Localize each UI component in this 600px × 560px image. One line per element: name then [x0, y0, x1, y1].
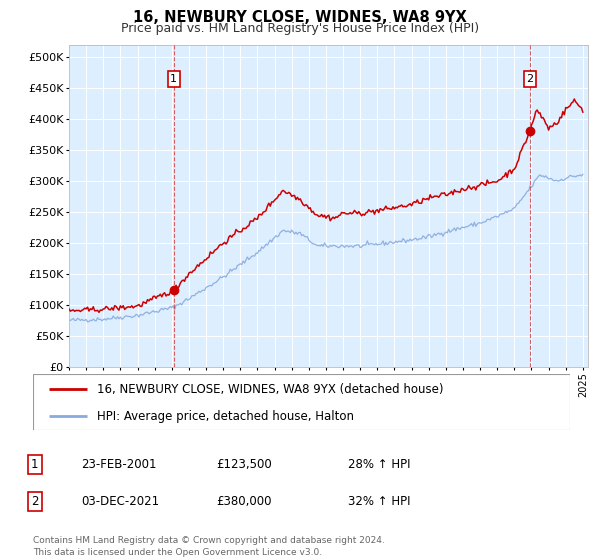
Text: 2: 2 [527, 74, 533, 84]
FancyBboxPatch shape [33, 374, 570, 430]
Text: Price paid vs. HM Land Registry's House Price Index (HPI): Price paid vs. HM Land Registry's House … [121, 22, 479, 35]
Text: 2: 2 [31, 494, 38, 508]
Text: 28% ↑ HPI: 28% ↑ HPI [348, 458, 410, 472]
Text: HPI: Average price, detached house, Halton: HPI: Average price, detached house, Halt… [97, 409, 355, 423]
Text: 1: 1 [170, 74, 178, 84]
Text: Contains HM Land Registry data © Crown copyright and database right 2024.
This d: Contains HM Land Registry data © Crown c… [33, 536, 385, 557]
Text: 1: 1 [31, 458, 38, 472]
Text: 03-DEC-2021: 03-DEC-2021 [81, 494, 159, 508]
Text: 23-FEB-2001: 23-FEB-2001 [81, 458, 157, 472]
Text: £380,000: £380,000 [216, 494, 271, 508]
Text: 16, NEWBURY CLOSE, WIDNES, WA8 9YX (detached house): 16, NEWBURY CLOSE, WIDNES, WA8 9YX (deta… [97, 382, 444, 396]
Text: 32% ↑ HPI: 32% ↑ HPI [348, 494, 410, 508]
Text: 16, NEWBURY CLOSE, WIDNES, WA8 9YX: 16, NEWBURY CLOSE, WIDNES, WA8 9YX [133, 10, 467, 25]
Text: £123,500: £123,500 [216, 458, 272, 472]
